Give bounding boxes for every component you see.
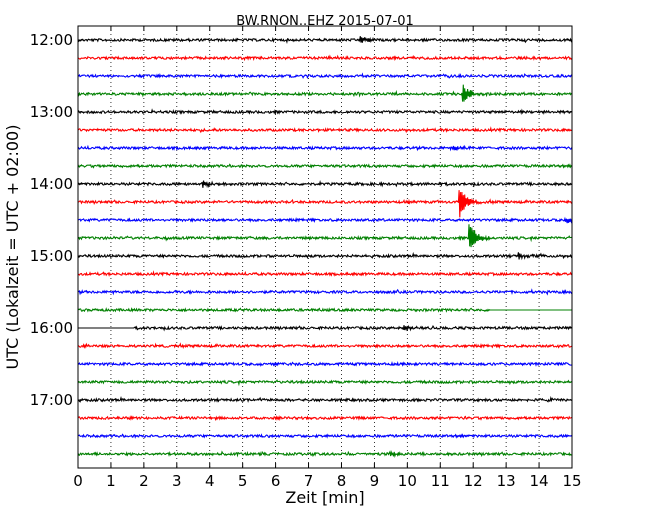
- seismic-traces: [77, 36, 573, 459]
- x-tick-label: 0: [73, 472, 83, 490]
- trace-1530: [77, 288, 573, 296]
- x-tick-label: 13: [497, 472, 516, 490]
- trace-1700: [77, 395, 573, 403]
- y-tick-label: 13:00: [30, 103, 73, 121]
- x-tick-label: 9: [370, 472, 380, 490]
- x-tick-label: 11: [431, 472, 450, 490]
- trace-1430: [77, 216, 573, 224]
- y-axis-label: UTC (Lokalzeit = UTC + 02:00): [3, 125, 22, 370]
- x-tick-label: 8: [337, 472, 347, 490]
- x-axis-ticks: 0 1 2 3 4 5 6 7 8 9 10 11 12 13 14 15: [73, 26, 582, 490]
- trace-1345: [77, 163, 573, 169]
- x-tick-label: 2: [139, 472, 149, 490]
- trace-1445: [77, 224, 573, 248]
- x-tick-label: 10: [398, 472, 417, 490]
- y-tick-label: 17:00: [30, 391, 73, 409]
- trace-1245: [77, 84, 573, 102]
- trace-1415: [77, 190, 573, 218]
- x-tick-label: 4: [205, 472, 215, 490]
- trace-1745: [77, 450, 573, 459]
- chart-title: BW.RNON..EHZ 2015-07-01: [236, 14, 414, 29]
- trace-1615: [77, 342, 573, 350]
- y-axis-ticks: 12:00 13:00 14:00 15:00 16:00 17:00: [30, 31, 572, 409]
- trace-1200: [77, 36, 573, 45]
- plot-frame: [77, 25, 573, 469]
- trace-1645: [77, 379, 573, 387]
- trace-1515: [77, 270, 573, 277]
- x-tick-label: 7: [304, 472, 314, 490]
- x-tick-label: 15: [562, 472, 581, 490]
- trace-1300: [77, 108, 573, 116]
- trace-1545: [77, 307, 572, 313]
- trace-1400: [77, 179, 573, 189]
- x-tick-label: 12: [464, 472, 483, 490]
- y-tick-label: 15:00: [30, 247, 73, 265]
- x-tick-label: 3: [172, 472, 182, 490]
- trace-1315: [77, 126, 573, 134]
- y-tick-label: 12:00: [30, 31, 73, 49]
- x-tick-label: 1: [106, 472, 116, 490]
- trace-1600: [78, 324, 573, 332]
- trace-1630: [77, 360, 573, 367]
- x-tick-label: 14: [530, 472, 549, 490]
- trace-1715: [77, 414, 573, 422]
- trace-1330: [77, 144, 573, 152]
- y-tick-label: 14:00: [30, 175, 73, 193]
- y-tick-label: 16:00: [30, 319, 73, 337]
- x-axis-label: Zeit [min]: [285, 488, 364, 507]
- trace-1500: [77, 251, 573, 261]
- trace-1230: [78, 72, 573, 80]
- x-tick-label: 5: [238, 472, 248, 490]
- x-tick-label: 6: [271, 472, 281, 490]
- trace-1215: [77, 54, 573, 62]
- grid-lines: [110, 26, 540, 468]
- trace-1730: [77, 433, 573, 439]
